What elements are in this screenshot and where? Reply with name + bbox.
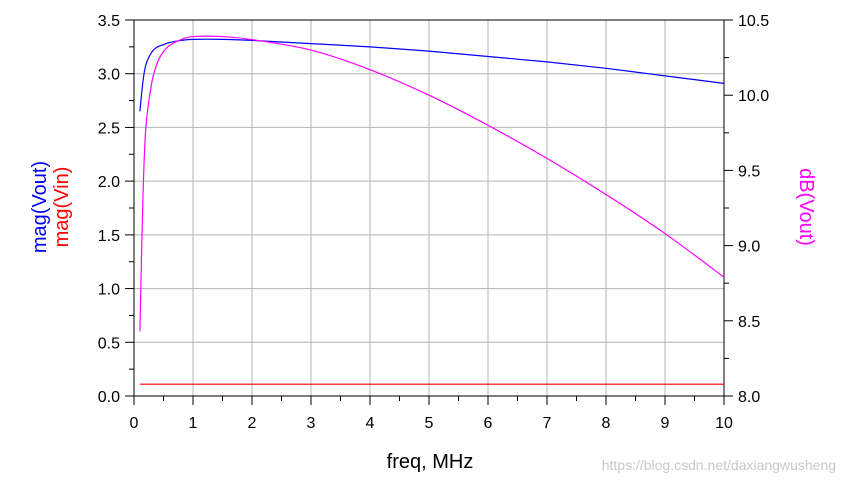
x-tick-label: 7	[543, 415, 552, 432]
x-axis-ticks: 0 1 2 3 4 5 6 7 8 9 10	[130, 396, 733, 432]
watermark-text: https://blog.csdn.net/daxiangwusheng	[602, 457, 836, 473]
right-tick-label: 10.5	[738, 13, 769, 30]
x-tick-label: 2	[248, 415, 257, 432]
x-tick-label: 4	[366, 415, 375, 432]
x-tick-label: 5	[425, 415, 434, 432]
left-axis-title-vin: mag(Vin)	[51, 167, 73, 248]
series-layer	[139, 35, 725, 385]
right-tick-label: 9.5	[738, 163, 760, 180]
left-tick-label: 0.0	[98, 389, 120, 406]
left-tick-label: 3.5	[98, 13, 120, 30]
left-tick-label: 1.0	[98, 282, 120, 299]
right-axis-title-db-vout: dB(Vout)	[795, 168, 817, 246]
left-tick-label: 0.5	[98, 335, 120, 352]
left-tick-label: 3.0	[98, 67, 120, 84]
right-axis-ticks: 8.0 8.5 9.0 9.5 10.0 10.5	[724, 13, 769, 406]
left-axis-title-vout: mag(Vout)	[29, 161, 51, 253]
series-line-mag-vout	[139, 38, 725, 112]
series-line-db-vout	[139, 35, 725, 332]
x-tick-label: 10	[715, 415, 733, 432]
right-tick-label: 8.0	[738, 389, 760, 406]
right-tick-label: 9.0	[738, 239, 760, 256]
left-axis-ticks: 0.0 0.5 1.0 1.5 2.0 2.5 3.0 3.5	[98, 13, 134, 406]
right-tick-label: 10.0	[738, 88, 769, 105]
x-tick-label: 8	[602, 415, 611, 432]
x-tick-label: 3	[307, 415, 316, 432]
x-tick-label: 0	[130, 415, 139, 432]
left-tick-label: 2.0	[98, 174, 120, 191]
x-tick-label: 1	[189, 415, 198, 432]
x-tick-label: 9	[661, 415, 670, 432]
left-tick-label: 1.5	[98, 228, 120, 245]
right-tick-label: 8.5	[738, 314, 760, 331]
grid	[134, 20, 724, 396]
left-tick-label: 2.5	[98, 120, 120, 137]
x-axis-title: freq, MHz	[387, 451, 474, 473]
x-tick-label: 6	[484, 415, 493, 432]
